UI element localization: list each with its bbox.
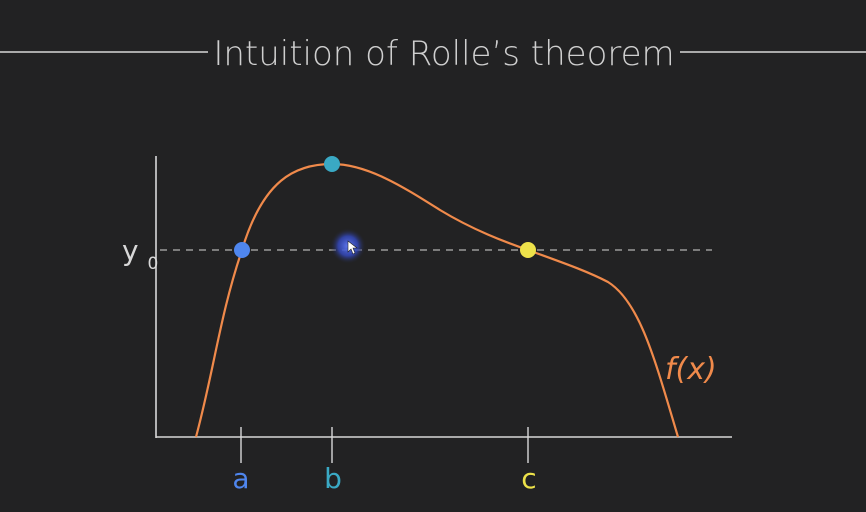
mouse-pointer-icon: [347, 240, 358, 255]
function-label: f(x): [665, 352, 717, 387]
y0-label: y 0: [122, 234, 158, 274]
function-curve: [194, 162, 680, 438]
point-c: [520, 242, 536, 258]
x-tick-label-a: a: [232, 462, 249, 495]
point-b: [324, 156, 340, 172]
y0-label-base: y: [122, 234, 139, 267]
x-tick-label-b: b: [324, 462, 342, 495]
cursor-indicator: [330, 228, 366, 264]
y0-label-subscript: 0: [147, 254, 158, 274]
point-a: [234, 242, 250, 258]
page-title: Intuition of Rolle’s theorem: [213, 34, 674, 74]
x-tick-label-c: c: [521, 462, 536, 495]
